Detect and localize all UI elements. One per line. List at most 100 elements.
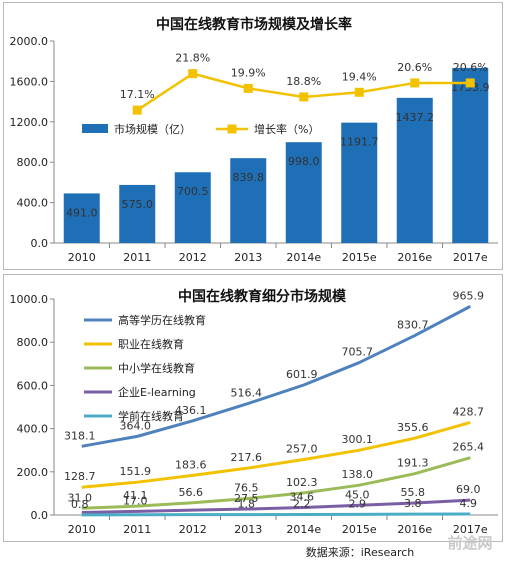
data-label: 45.0 <box>345 488 370 501</box>
x-tick-label: 2016e <box>397 251 432 264</box>
data-label: 217.6 <box>231 451 263 464</box>
data-label: 27.5 <box>234 492 259 505</box>
data-label: 191.3 <box>397 457 429 470</box>
growth-point <box>132 105 142 115</box>
y-tick-label: 800.0 <box>17 336 49 349</box>
growth-point <box>465 78 475 88</box>
y-tick-label: 1200.0 <box>10 116 49 129</box>
bar-value-label: 998.0 <box>288 155 320 168</box>
x-tick-label: 2013 <box>234 523 262 536</box>
x-tick-label: 2013 <box>234 251 262 264</box>
x-tick-label: 2014e <box>286 523 321 536</box>
bar-value-label: 1437.2 <box>396 111 435 124</box>
bar <box>341 122 378 243</box>
data-label: 151.9 <box>120 465 152 478</box>
segment-chart: 中国在线教育细分市场规模 0.0 200.0 400.0 600.0 800.0 1000… <box>10 288 498 536</box>
y-tick-label: 2000.0 <box>10 35 49 48</box>
growth-value-label: 21.8% <box>175 52 210 65</box>
data-label: 102.3 <box>286 476 318 489</box>
growth-point <box>410 78 420 88</box>
data-label: 56.6 <box>179 486 204 499</box>
segment-plot: 0.0 200.0 400.0 600.0 800.0 1000.0 2010 2011 201… <box>10 289 498 536</box>
data-label: 76.5 <box>234 481 259 494</box>
bar-value-label: 700.5 <box>177 185 209 198</box>
legend-swatch-bars <box>82 124 108 133</box>
x-tick-label: 2010 <box>68 523 96 536</box>
data-label: 265.4 <box>453 441 485 454</box>
data-label: 4.9 <box>460 497 478 510</box>
data-label: 138.0 <box>342 468 374 481</box>
x-tick-label: 2015e <box>342 523 377 536</box>
x-tick-label: 2012 <box>179 251 207 264</box>
legend-label: 学前在线教育 <box>118 409 184 423</box>
data-label: 965.9 <box>453 289 485 302</box>
y-tick-label: 800.0 <box>17 156 49 169</box>
series-line <box>81 512 471 517</box>
growth-point <box>243 83 253 93</box>
legend-label: 职业在线教育 <box>118 337 184 351</box>
market-size-chart: 中国在线教育市场规模及增长率 0.0 400.0 800.0 1200.0 1600.0… <box>10 16 498 264</box>
legend-marker-line <box>227 124 237 134</box>
data-label: 318.1 <box>64 429 96 442</box>
growth-value-label: 20.6% <box>453 61 488 74</box>
chart-title: 中国在线教育细分市场规模 <box>178 288 347 305</box>
data-label: 516.4 <box>231 386 263 399</box>
growth-value-label: 20.6% <box>397 61 432 74</box>
data-label: 41.1 <box>123 489 148 502</box>
watermark: 前途网 <box>447 534 492 552</box>
x-tick-label: 2017e <box>453 523 488 536</box>
data-label: 705.7 <box>342 346 374 359</box>
data-label: 2.9 <box>349 497 367 510</box>
series-line <box>81 456 471 510</box>
data-label: 128.7 <box>64 470 96 483</box>
y-tick-label: 400.0 <box>17 423 49 436</box>
legend-label: 企业E-learning <box>118 385 196 399</box>
growth-point <box>354 87 364 97</box>
x-tick-label: 2017e <box>453 251 488 264</box>
data-label: 436.1 <box>175 404 207 417</box>
data-label: 17.0 <box>123 494 148 507</box>
data-label: 0.8 <box>71 498 89 511</box>
bar <box>285 142 322 243</box>
chart-title: 中国在线教育市场规模及增长率 <box>156 16 352 33</box>
data-label: 183.6 <box>175 458 207 471</box>
data-label: 34.6 <box>290 491 315 504</box>
x-tick-label: 2011 <box>123 251 151 264</box>
y-tick-label: 1600.0 <box>10 75 49 88</box>
data-label: 55.8 <box>401 486 426 499</box>
x-tick-label: 2010 <box>68 251 96 264</box>
series-line <box>81 420 471 489</box>
series-line <box>81 305 471 448</box>
y-tick-label: 0.0 <box>31 509 49 522</box>
y-tick-label: 1000.0 <box>10 293 49 306</box>
growth-value-label: 19.9% <box>231 66 266 79</box>
growth-value-label: 17.1% <box>120 88 155 101</box>
growth-value-label: 19.4% <box>342 70 377 83</box>
data-label: 355.6 <box>397 421 429 434</box>
data-label: 2.2 <box>293 498 311 511</box>
data-label: 601.9 <box>286 368 318 381</box>
x-tick-label: 2014e <box>286 251 321 264</box>
source-note: 数据来源：iResearch <box>306 545 415 559</box>
legend-label-bars: 市场规模（亿） <box>114 122 191 136</box>
series-line <box>81 498 471 514</box>
growth-point <box>188 69 198 79</box>
x-tick-label: 2015e <box>342 251 377 264</box>
bar <box>396 97 433 243</box>
segment-chart-panel: 中国在线教育细分市场规模 0.0 200.0 400.0 600.0 800.0 1000… <box>3 274 503 542</box>
x-tick-label: 2011 <box>123 523 151 536</box>
market-size-chart-panel: 中国在线教育市场规模及增长率 0.0 400.0 800.0 1200.0 1600.0… <box>3 2 503 270</box>
data-label: 3.8 <box>404 497 422 510</box>
bar <box>452 67 489 243</box>
data-label: 300.1 <box>342 433 374 446</box>
data-label: 1.8 <box>238 498 256 511</box>
bar <box>119 184 156 243</box>
bar <box>174 172 211 243</box>
bar-value-label: 1191.7 <box>340 136 379 149</box>
legend-label-line: 增长率（%） <box>254 122 319 136</box>
data-label: 69.0 <box>456 483 481 496</box>
legend-label: 中小学在线教育 <box>118 361 195 375</box>
data-label: 428.7 <box>453 405 485 418</box>
growth-value-label: 18.8% <box>286 75 321 88</box>
